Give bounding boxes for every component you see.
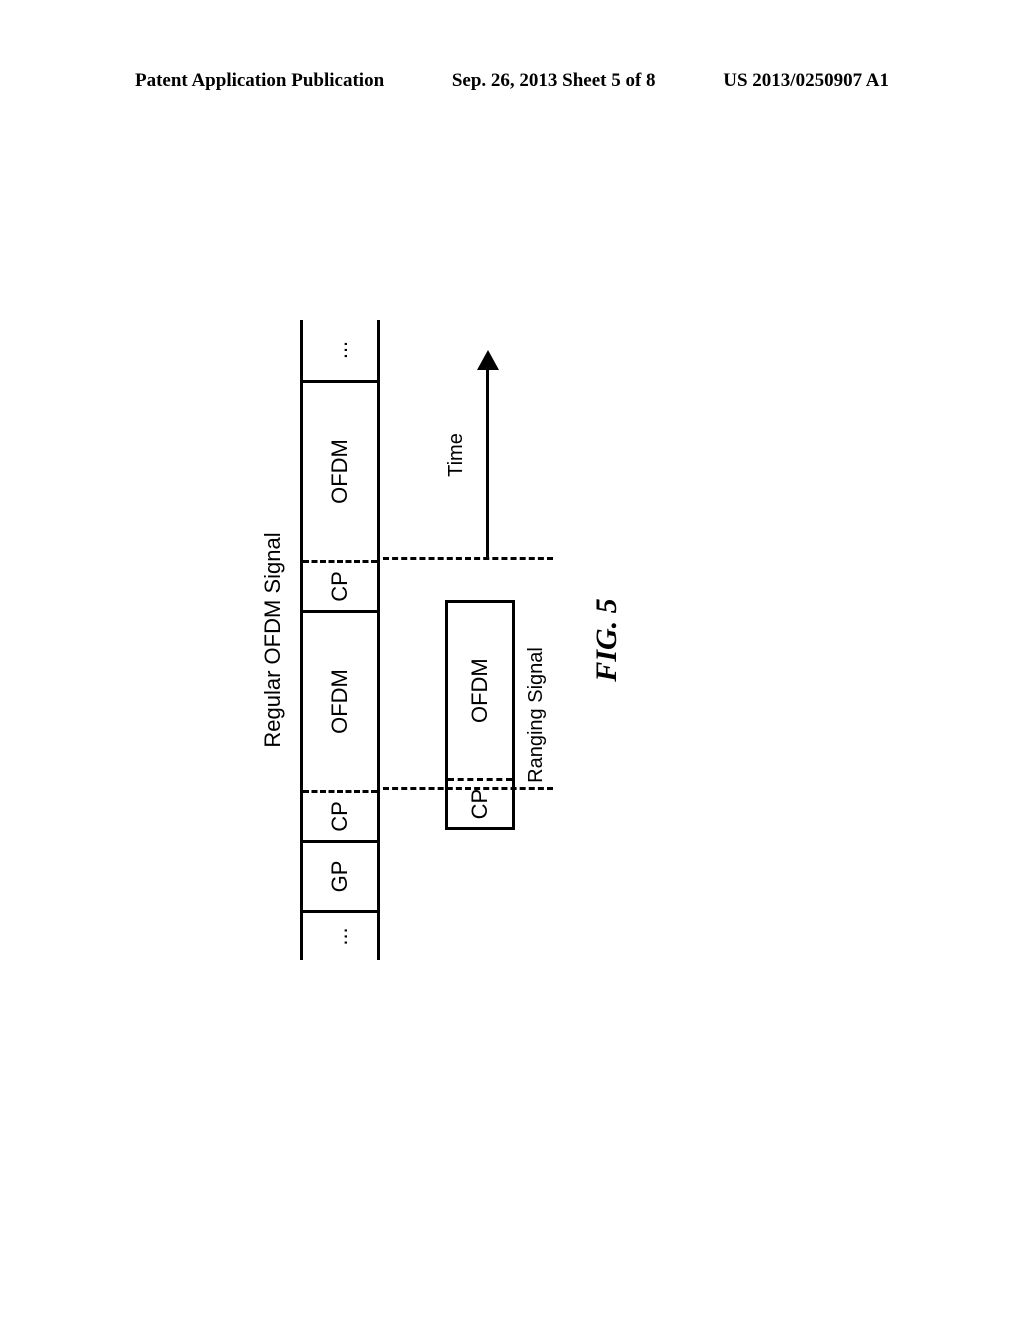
ofdm-timing-diagram: Regular OFDM Signal ... GP CP OFDM CP OF…	[260, 320, 740, 960]
header-left: Patent Application Publication	[135, 70, 384, 92]
figure-caption: FIG. 5	[590, 320, 624, 960]
cell-ellipsis-left: ...	[303, 910, 377, 960]
time-axis-arrow	[475, 350, 501, 560]
arrow-shaft	[486, 370, 489, 560]
page: Patent Application Publication Sep. 26, …	[0, 0, 1024, 1320]
header-center: Sep. 26, 2013 Sheet 5 of 8	[452, 70, 656, 92]
ranging-signal-label: Ranging Signal	[525, 600, 548, 830]
regular-ofdm-row: ... GP CP OFDM CP OFDM ...	[300, 320, 380, 960]
ranging-cell-cp: CP	[448, 778, 512, 827]
guide-dash-right	[383, 557, 553, 560]
header-right: US 2013/0250907 A1	[723, 70, 889, 92]
regular-ofdm-label: Regular OFDM Signal	[260, 320, 286, 960]
cell-ofdm-2: OFDM	[303, 380, 377, 560]
time-axis-label: Time	[445, 350, 468, 560]
ranging-cell-ofdm: OFDM	[448, 603, 512, 778]
page-header: Patent Application Publication Sep. 26, …	[135, 70, 889, 92]
cell-gp: GP	[303, 840, 377, 910]
cell-cp-1: CP	[303, 790, 377, 840]
ranging-row: CP OFDM	[445, 600, 515, 830]
cell-ofdm-1: OFDM	[303, 610, 377, 790]
arrow-head-icon	[477, 350, 499, 370]
cell-ellipsis-right: ...	[303, 320, 377, 380]
cell-cp-2: CP	[303, 560, 377, 610]
figure-rotated-wrap: Regular OFDM Signal ... GP CP OFDM CP OF…	[260, 320, 740, 960]
